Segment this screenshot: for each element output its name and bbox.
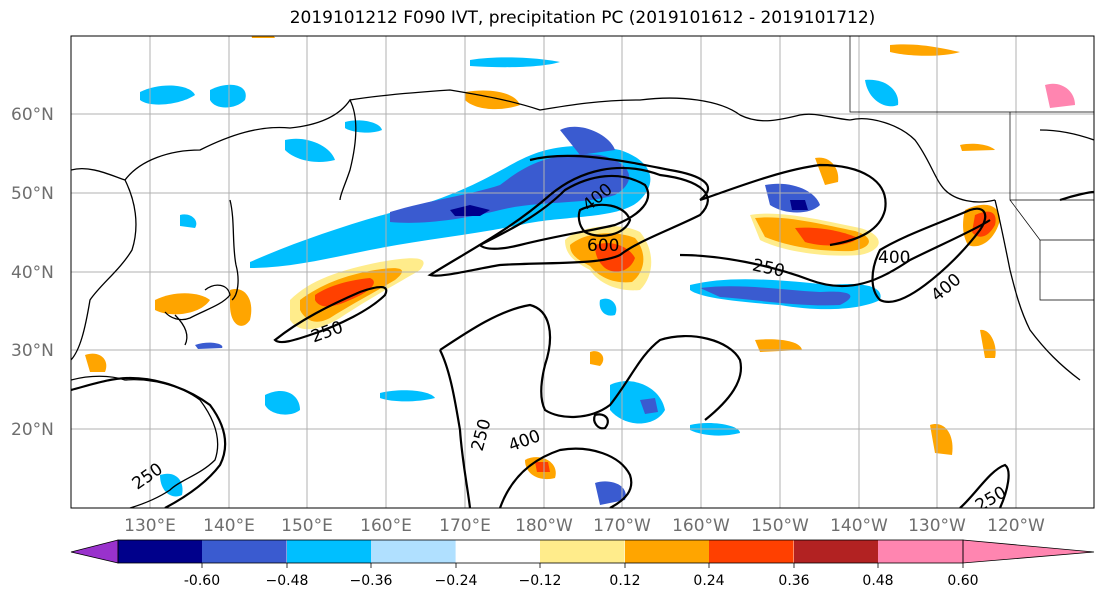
colorbar-swatch: [625, 540, 710, 563]
lon-label: 140°E: [203, 516, 255, 536]
lat-label: 50°N: [11, 184, 54, 204]
colorbar-swatch: [540, 540, 625, 563]
colorbar-swatch: [371, 540, 456, 563]
colorbar-tick-label: 0.36: [778, 573, 809, 589]
colorbar-tick-label: 0.60: [947, 573, 978, 589]
precip-anomaly-fills: [85, 36, 1075, 505]
lon-label: 160°E: [360, 516, 412, 536]
lon-label: 150°W: [751, 516, 809, 536]
lon-label: 170°E: [439, 516, 491, 536]
latitude-labels: 60°N 50°N 40°N 30°N 20°N: [11, 105, 54, 440]
lat-label: 30°N: [11, 341, 54, 361]
colorbar-swatch: [287, 540, 372, 563]
colorbar-swatch: [878, 540, 963, 563]
colorbar-swatch: [794, 540, 879, 563]
colorbar-tick-label: 0.24: [693, 573, 724, 589]
colorbar-swatch: [709, 540, 794, 563]
lon-label: 130°E: [124, 516, 176, 536]
map-title: 2019101212 F090 IVT, precipitation PC (2…: [289, 8, 876, 28]
coastlines: [71, 89, 1094, 508]
lon-label: 160°W: [672, 516, 730, 536]
longitude-labels: 130°E 140°E 150°E 160°E 170°E 180°W 170°…: [124, 516, 1045, 536]
colorbar-swatch: [118, 540, 203, 563]
colorbar-left-extend: [71, 540, 118, 563]
colorbar-tick-label: −0.48: [266, 573, 309, 589]
colorbar-swatch: [456, 540, 541, 563]
lon-label: 170°W: [593, 516, 651, 536]
colorbar-tick-label: 0.12: [609, 573, 640, 589]
lon-label: 130°W: [908, 516, 966, 536]
contour-label-400: 400: [878, 248, 910, 268]
lon-label: 140°W: [830, 516, 888, 536]
colorbar-tick-label: −0.24: [435, 573, 478, 589]
colorbar-tick-label: 0.48: [862, 573, 893, 589]
lon-label: 120°W: [987, 516, 1045, 536]
borders: [849, 36, 1094, 301]
lat-label: 20°N: [11, 420, 54, 440]
contour-label-600: 600: [587, 236, 619, 256]
lon-label: 150°E: [281, 516, 333, 536]
lat-label: 40°N: [11, 263, 54, 283]
lon-label: 180°W: [515, 516, 573, 536]
map-border: [70, 35, 1095, 509]
colorbar-tick-label: -0.60: [184, 573, 220, 589]
colorbar-tick-label: −0.36: [350, 573, 393, 589]
lat-label: 60°N: [11, 105, 54, 125]
colorbar-tick-label: −0.12: [519, 573, 562, 589]
ivt-contours: [71, 154, 1094, 508]
colorbar: -0.60 −0.48 −0.36 −0.24 −0.12 0.12 0.24 …: [70, 539, 1095, 589]
colorbar-swatch: [202, 540, 287, 563]
colorbar-right-extend: [963, 540, 1094, 563]
